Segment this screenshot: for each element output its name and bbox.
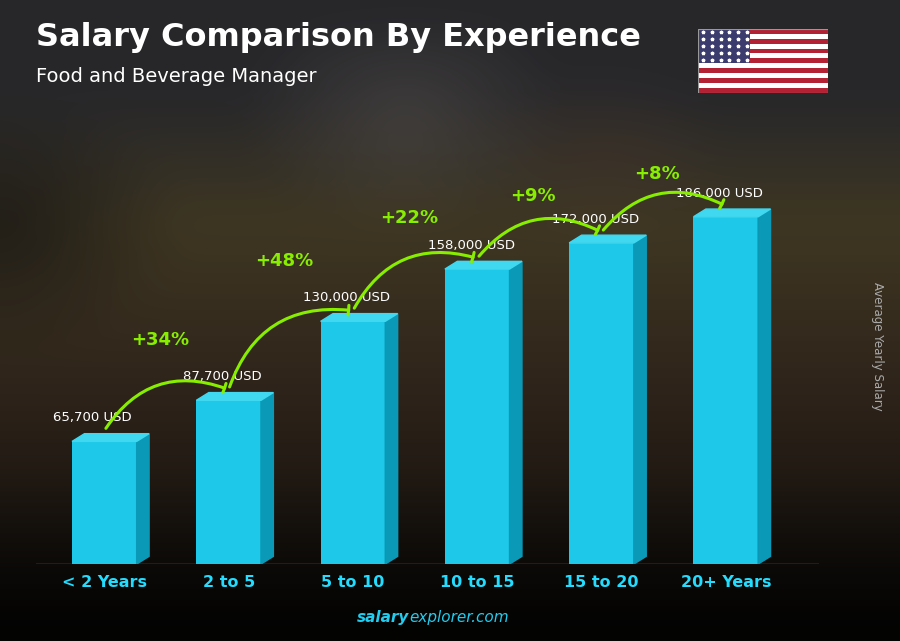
Text: +34%: +34% [131, 331, 189, 349]
Bar [698, 29, 828, 34]
Polygon shape [694, 209, 770, 217]
Bar [569, 243, 634, 564]
Bar [698, 58, 828, 63]
Polygon shape [385, 313, 398, 564]
Text: 130,000 USD: 130,000 USD [303, 291, 391, 304]
Polygon shape [509, 262, 522, 564]
Bar [320, 321, 385, 564]
Bar [698, 49, 828, 53]
Bar [698, 78, 828, 83]
Polygon shape [569, 235, 646, 243]
Bar [698, 38, 828, 44]
Bar [698, 83, 828, 88]
Bar [698, 73, 828, 78]
Text: Salary Comparison By Experience: Salary Comparison By Experience [36, 22, 641, 53]
Polygon shape [445, 262, 522, 269]
Bar [698, 88, 828, 93]
Polygon shape [196, 392, 274, 401]
Bar [698, 34, 828, 38]
Text: 158,000 USD: 158,000 USD [428, 239, 515, 252]
Polygon shape [758, 209, 770, 564]
Text: Food and Beverage Manager: Food and Beverage Manager [36, 67, 317, 87]
Polygon shape [261, 392, 274, 564]
Text: +48%: +48% [256, 252, 314, 271]
Bar [698, 44, 828, 49]
Text: Average Yearly Salary: Average Yearly Salary [871, 282, 884, 410]
Text: salary: salary [357, 610, 410, 625]
Text: +9%: +9% [510, 187, 556, 204]
Text: 172,000 USD: 172,000 USD [552, 213, 639, 226]
Text: 87,700 USD: 87,700 USD [183, 370, 262, 383]
Text: +22%: +22% [380, 208, 438, 226]
Polygon shape [634, 235, 646, 564]
Text: +8%: +8% [634, 165, 680, 183]
Bar [72, 442, 137, 564]
Bar [196, 401, 261, 564]
Polygon shape [137, 434, 149, 564]
Polygon shape [72, 434, 149, 442]
Text: explorer.com: explorer.com [410, 610, 509, 625]
Bar [698, 53, 828, 58]
Bar [445, 269, 509, 564]
Bar [698, 29, 750, 63]
Bar [694, 217, 758, 564]
Text: 65,700 USD: 65,700 USD [52, 412, 131, 424]
Bar [698, 69, 828, 73]
Text: 186,000 USD: 186,000 USD [676, 187, 763, 199]
Polygon shape [320, 313, 398, 321]
Bar [698, 63, 828, 69]
